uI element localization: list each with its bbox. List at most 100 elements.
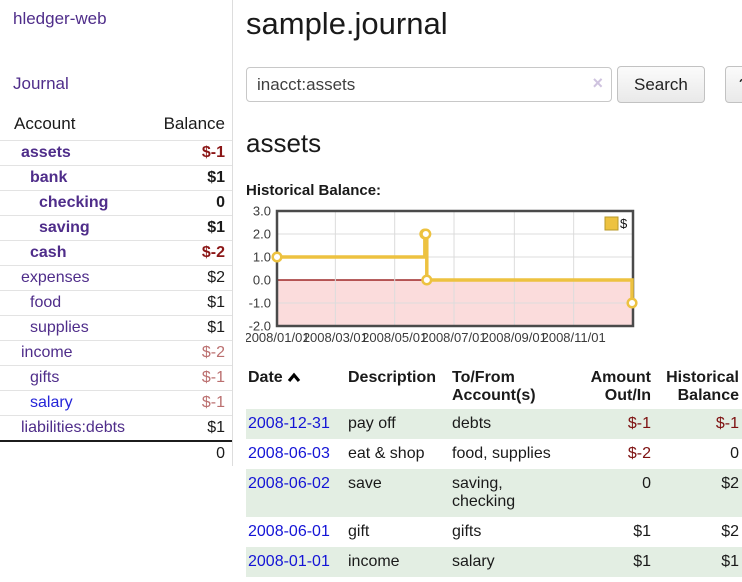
transaction-description: income: [348, 553, 400, 570]
transaction-accounts: saving, checking: [452, 475, 516, 510]
account-balance: $-1: [149, 140, 232, 166]
account-link[interactable]: cash: [30, 244, 67, 261]
accounts-tbody: assets $-1 bank $1 checking 0 saving $1 cash $-2 e…: [0, 140, 232, 466]
search-button[interactable]: Search: [617, 66, 705, 103]
transaction-amount: $1: [633, 553, 651, 570]
account-link[interactable]: assets: [21, 144, 71, 161]
account-link[interactable]: income: [21, 344, 73, 361]
transaction-date-link[interactable]: 2008-06-02: [248, 475, 330, 492]
search-input[interactable]: [246, 67, 612, 102]
svg-text:2.0: 2.0: [253, 227, 271, 242]
accounts-total: 0: [149, 440, 232, 466]
transaction-accounts: gifts: [452, 523, 482, 540]
accounts-table: Account Balance assets $-1 bank $1 checking 0…: [0, 111, 232, 466]
transaction-amount: $-2: [627, 445, 651, 462]
search-form: × Search ?: [246, 66, 742, 103]
account-row: gifts $-1: [0, 365, 232, 391]
account-row: supplies $1: [0, 315, 232, 341]
register-tbody: 2008-12-31 pay off debts $-1 $-1 2008-06-03 ea…: [246, 409, 742, 577]
accounts-column-header-main: To/From Account(s): [452, 369, 536, 404]
transaction-date-link[interactable]: 2008-12-31: [248, 415, 330, 432]
account-link[interactable]: checking: [39, 194, 109, 211]
page-title: sample.journal: [246, 6, 448, 41]
account-balance: 0: [149, 190, 232, 216]
svg-text:-2.0: -2.0: [249, 319, 271, 334]
account-link[interactable]: food: [30, 294, 62, 311]
account-balance: $1: [149, 290, 232, 316]
transaction-balance: $-1: [715, 415, 739, 432]
account-balance: $1: [149, 215, 232, 241]
account-balance: $-1: [149, 365, 232, 391]
app-title-link[interactable]: hledger-web: [13, 9, 107, 28]
account-row: liabilities:debts $1: [0, 415, 232, 441]
table-row: 2008-06-02 save saving, checking 0 $2: [246, 469, 742, 517]
account-balance: $1: [149, 315, 232, 341]
accounts-total-row: 0: [0, 440, 232, 466]
svg-text:0.0: 0.0: [253, 273, 271, 288]
account-row: bank $1: [0, 165, 232, 191]
account-balance: $-1: [149, 390, 232, 416]
balance-column-header: Balance: [163, 114, 225, 133]
transaction-amount: $1: [633, 523, 651, 540]
transaction-accounts: debts: [452, 415, 492, 432]
transaction-date-link[interactable]: 2008-01-01: [248, 553, 330, 570]
account-row: food $1: [0, 290, 232, 316]
account-balance: $1: [149, 165, 232, 191]
sort-ascending-icon: [287, 372, 300, 382]
account-balance: $1: [149, 415, 232, 441]
account-row: income $-2: [0, 340, 232, 366]
table-row: 2008-12-31 pay off debts $-1 $-1: [246, 409, 742, 439]
account-balance: $-2: [149, 340, 232, 366]
balance-column-header-main: Historical Balance: [666, 369, 739, 404]
account-link[interactable]: expenses: [21, 269, 90, 286]
account-link[interactable]: bank: [30, 169, 68, 186]
transaction-amount: 0: [642, 475, 651, 492]
help-button[interactable]: ?: [724, 66, 742, 103]
accounts-column-header: Account: [14, 114, 76, 133]
svg-text:2008/09/01: 2008/09/01: [482, 330, 547, 345]
account-link[interactable]: liabilities:debts: [21, 419, 126, 436]
transaction-description: pay off: [348, 415, 396, 432]
svg-text:2008/11/01: 2008/11/01: [542, 330, 606, 345]
transaction-date-link[interactable]: 2008-06-01: [248, 523, 330, 540]
transaction-amount: $-1: [627, 415, 651, 432]
legend-label: $: [620, 216, 628, 231]
transaction-balance: 0: [730, 445, 739, 462]
svg-text:2008/03/01: 2008/03/01: [303, 330, 368, 345]
svg-text:-1.0: -1.0: [249, 296, 271, 311]
clear-search-icon[interactable]: ×: [592, 73, 603, 93]
transaction-description: save: [348, 475, 382, 492]
svg-text:2008/07/01: 2008/07/01: [421, 330, 486, 345]
account-row: saving $1: [0, 215, 232, 241]
svg-text:3.0: 3.0: [253, 204, 271, 219]
date-column-header[interactable]: Date: [246, 365, 346, 409]
account-balance: $-2: [149, 240, 232, 266]
sidebar: hledger-web Journal Account Balance asse…: [0, 0, 233, 466]
transaction-balance: $1: [721, 553, 739, 570]
transaction-accounts: food, supplies: [452, 445, 551, 462]
description-column-header: Description: [348, 369, 437, 386]
table-row: 2008-01-01 income salary $1 $1: [246, 547, 742, 577]
account-link[interactable]: supplies: [30, 319, 89, 336]
account-row: expenses $2: [0, 265, 232, 291]
account-link[interactable]: gifts: [30, 369, 60, 386]
transaction-accounts: salary: [452, 553, 495, 570]
main-content: sample.journal × Search ? assets Histori…: [246, 0, 742, 577]
transaction-balance: $2: [721, 475, 739, 492]
account-balance: $2: [149, 265, 232, 291]
transaction-date-link[interactable]: 2008-06-03: [248, 445, 330, 462]
svg-text:2008/01/01: 2008/01/01: [246, 330, 310, 345]
table-row: 2008-06-01 gift gifts $1 $2: [246, 517, 742, 547]
account-link[interactable]: salary: [30, 394, 73, 411]
account-row: cash $-2: [0, 240, 232, 266]
sidebar-item-journal[interactable]: Journal: [13, 74, 69, 93]
transaction-description: gift: [348, 523, 370, 540]
account-row: assets $-1: [0, 140, 232, 166]
transaction-description: eat & shop: [348, 445, 425, 462]
svg-text:1.0: 1.0: [253, 250, 271, 265]
account-row: salary $-1: [0, 390, 232, 416]
account-heading: assets: [246, 128, 322, 158]
account-link[interactable]: saving: [39, 219, 90, 236]
table-row: 2008-06-03 eat & shop food, supplies $-2 0: [246, 439, 742, 469]
transaction-balance: $2: [721, 523, 739, 540]
